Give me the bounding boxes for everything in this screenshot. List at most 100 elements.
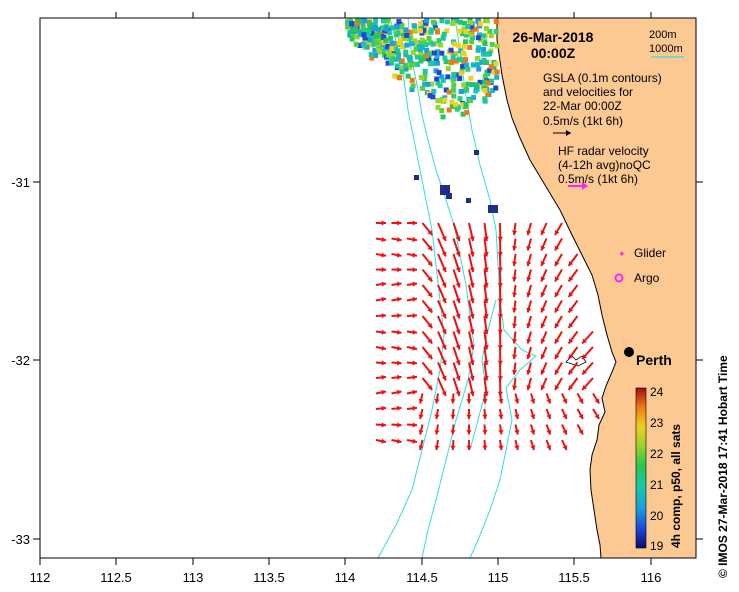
velocity-arrowhead	[450, 430, 456, 435]
velocity-arrowhead	[554, 261, 560, 266]
velocity-arrowhead	[582, 354, 587, 359]
x-tick-label: 115	[488, 570, 509, 585]
sst-pixel	[371, 26, 377, 31]
velocity-arrowhead	[512, 354, 518, 359]
sst-pixel	[473, 82, 479, 88]
velocity-arrowhead	[455, 313, 461, 319]
date-label: 26-Mar-2018	[513, 29, 594, 45]
velocity-arrowhead	[381, 329, 386, 335]
velocity-arrowhead	[381, 296, 386, 302]
sst-pixel	[465, 66, 471, 72]
velocity-arrowhead	[418, 414, 424, 419]
gsla-scale-arrowhead	[566, 130, 571, 136]
velocity-arrowhead	[455, 298, 461, 303]
velocity-arrowhead	[483, 375, 489, 381]
sst-pixel	[349, 36, 355, 42]
velocity-arrowhead	[514, 429, 520, 435]
gsla-line-2: and velocities for	[543, 85, 633, 99]
sst-pixel	[476, 45, 482, 51]
sst-pixel	[446, 89, 452, 95]
velocity-arrowhead	[455, 360, 461, 365]
sst-pixel	[400, 29, 406, 35]
velocity-arrowhead	[540, 261, 546, 266]
hf-line-2: (4-12h avg)noQC	[558, 158, 651, 172]
depth-200-label: 200m	[649, 29, 677, 41]
sst-pixel	[400, 44, 406, 50]
sst-pixel	[453, 58, 459, 64]
velocity-arrowhead	[568, 323, 574, 328]
sst-pixel	[439, 108, 445, 114]
sst-pixel	[446, 107, 452, 113]
velocity-arrowhead	[427, 369, 433, 375]
velocity-arrowhead	[412, 220, 417, 226]
velocity-arrowhead	[526, 385, 532, 390]
sst-pixel	[394, 63, 400, 69]
sst-pixel	[427, 93, 433, 99]
sst-pixel	[403, 36, 409, 41]
velocity-arrowhead	[427, 245, 433, 251]
sst-pixel	[420, 40, 426, 46]
velocity-arrowhead	[526, 292, 532, 297]
sst-pixel	[379, 31, 385, 37]
velocity-arrowhead	[512, 385, 518, 390]
sst-pixel	[403, 66, 408, 72]
velocity-arrowhead	[546, 429, 552, 435]
velocity-arrowhead	[512, 338, 518, 344]
velocity-arrowhead	[512, 323, 518, 328]
sst-pixel	[438, 98, 444, 104]
sst-pixel	[375, 45, 381, 51]
sst-pixel	[376, 31, 382, 37]
x-tick-label: 116	[641, 570, 662, 585]
velocity-arrowhead	[568, 369, 574, 375]
sst-pixel	[491, 65, 497, 71]
sst-pixel	[445, 66, 451, 72]
hf-point	[414, 175, 419, 180]
velocity-arrowhead	[381, 360, 386, 366]
velocity-arrowhead	[427, 292, 433, 297]
contour-inner	[469, 299, 497, 451]
velocity-arrowhead	[381, 281, 386, 287]
sst-pixel	[473, 26, 479, 32]
sst-pixel	[481, 85, 487, 91]
velocity-arrowhead	[397, 422, 402, 428]
velocity-arrowhead	[526, 245, 532, 251]
velocity-arrowhead	[412, 389, 417, 395]
sst-pixel	[364, 44, 370, 50]
velocity-arrowhead	[498, 414, 504, 419]
velocity-arrowhead	[568, 338, 574, 344]
velocity-arrowhead	[418, 398, 424, 404]
sst-pixel	[380, 40, 386, 46]
velocity-arrowhead	[526, 369, 532, 375]
sst-pixel	[461, 82, 467, 88]
x-tick-label: 115.5	[558, 570, 590, 585]
sst-pixel	[365, 32, 371, 38]
velocity-arrowhead	[578, 429, 584, 435]
velocity-arrowhead	[483, 298, 489, 303]
sst-pixel	[401, 32, 407, 38]
velocity-arrowhead	[381, 313, 386, 319]
sst-pixel	[473, 88, 479, 94]
velocity-arrowhead	[514, 445, 520, 450]
velocity-arrowhead	[582, 385, 587, 390]
sst-pixel	[468, 75, 474, 81]
sst-pixel	[450, 77, 456, 83]
velocity-arrowhead	[455, 391, 461, 396]
sst-pixel	[474, 55, 480, 61]
sst-pixel	[361, 42, 367, 48]
velocity-arrowhead	[397, 313, 402, 319]
velocity-arrowhead	[483, 282, 489, 288]
sst-pixel	[368, 52, 374, 57]
contour-1000m	[377, 17, 445, 559]
sst-pixel	[476, 32, 482, 38]
velocity-arrowhead	[578, 398, 584, 404]
velocity-arrowhead	[526, 276, 532, 282]
sst-pixel	[399, 58, 405, 64]
velocity-arrowhead	[466, 399, 472, 404]
gsla-line-4: 0.5m/s (1kt 6h)	[543, 114, 623, 128]
velocity-arrows	[375, 220, 600, 451]
sst-pixel	[435, 98, 441, 104]
sst-pixel	[383, 38, 389, 44]
sst-pixel	[439, 50, 445, 56]
velocity-arrowhead	[397, 405, 402, 411]
velocity-arrowhead	[469, 236, 475, 241]
